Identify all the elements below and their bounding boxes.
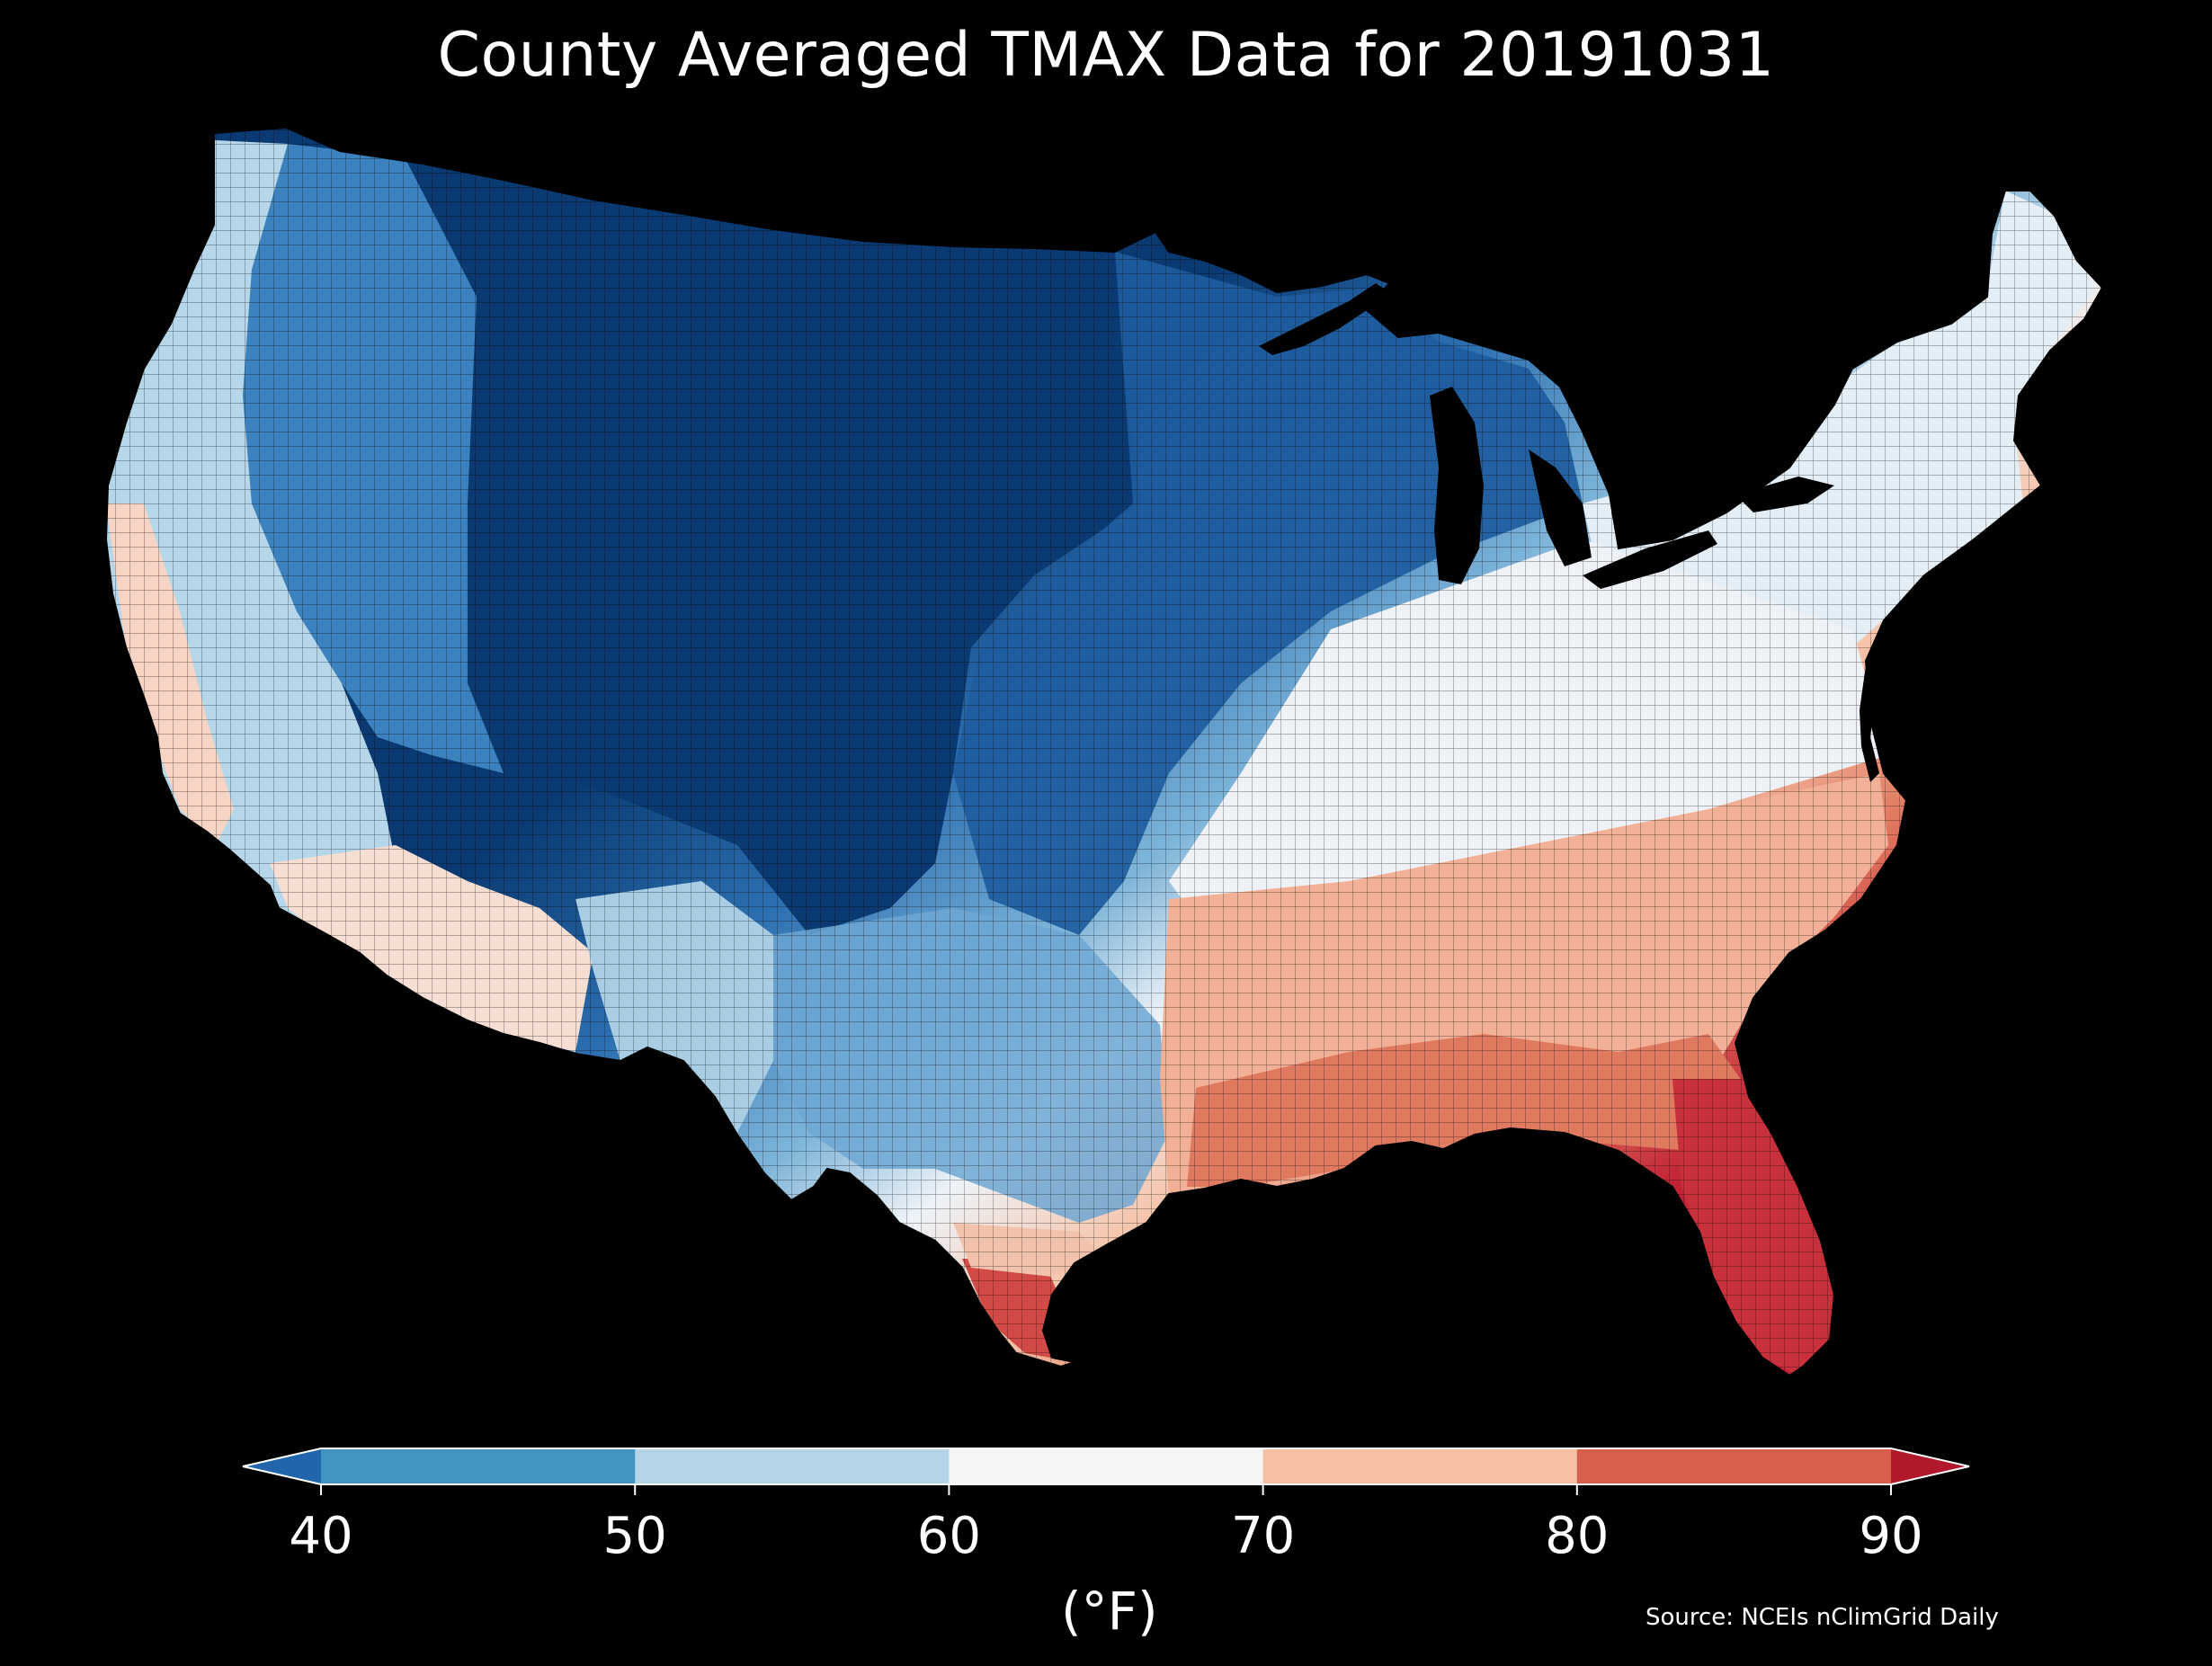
colorbar-bin [635, 1448, 950, 1484]
colorbar-bin [1262, 1448, 1578, 1484]
lake-ontario [1735, 477, 1834, 512]
lake-huron [1529, 450, 1592, 566]
colorbar-bin [1576, 1448, 1892, 1484]
colorbar-tick-label: 60 [916, 1507, 982, 1565]
map-title: County Averaged TMAX Data for 20191031 [437, 20, 1775, 91]
lake-michigan [1430, 387, 1484, 584]
colorbar-tick-label: 90 [1859, 1507, 1923, 1565]
colorbar-bin [949, 1448, 1264, 1484]
lake-erie [1583, 530, 1717, 589]
lake-superior [1259, 283, 1389, 355]
colorbar-extend-low [243, 1448, 321, 1484]
source-attribution: Source: NCEIs nClimGrid Daily [1646, 1604, 1999, 1631]
colorbar-tick-label: 70 [1230, 1507, 1296, 1565]
chesapeake-bay [1860, 665, 1879, 782]
colorbar-tick-label: 50 [602, 1507, 667, 1565]
colorbar-tick-label: 40 [289, 1507, 353, 1565]
colorbar-extend-high [1891, 1448, 1969, 1484]
colorbar-bin [321, 1448, 636, 1484]
colorbar-units-label: (°F) [1061, 1581, 1158, 1642]
colorbar-tick-label: 80 [1545, 1507, 1610, 1565]
